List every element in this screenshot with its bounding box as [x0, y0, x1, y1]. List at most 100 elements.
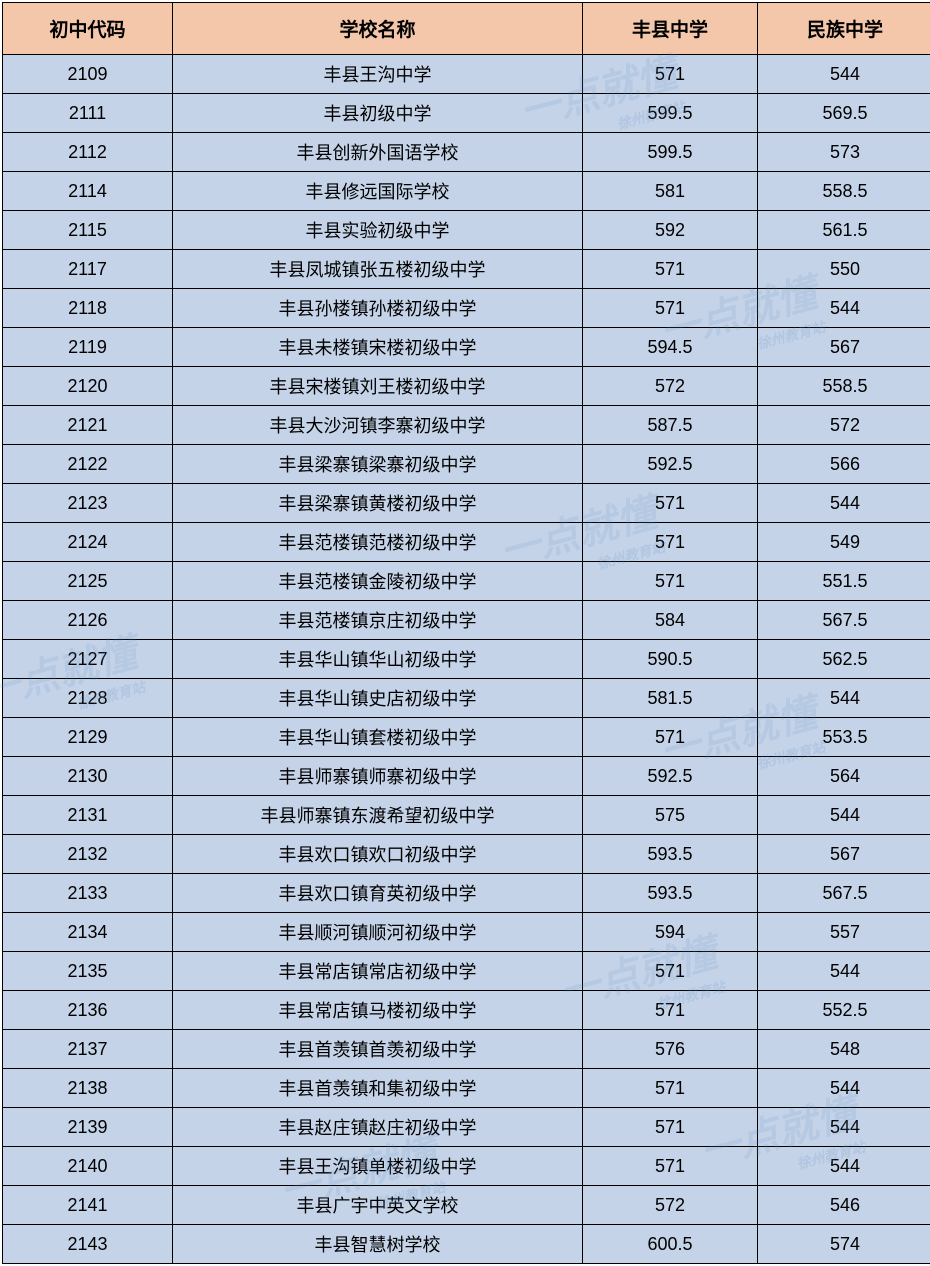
header-score2: 民族中学 — [758, 3, 930, 55]
table-row: 2112丰县创新外国语学校599.5573 — [3, 133, 930, 172]
cell-code: 2112 — [3, 133, 173, 172]
cell-score1: 571 — [583, 718, 758, 757]
cell-name: 丰县广宇中英文学校 — [173, 1186, 583, 1225]
cell-code: 2136 — [3, 991, 173, 1030]
cell-code: 2111 — [3, 94, 173, 133]
cell-name: 丰县华山镇套楼初级中学 — [173, 718, 583, 757]
cell-score1: 571 — [583, 1147, 758, 1186]
cell-code: 2109 — [3, 55, 173, 94]
cell-score1: 571 — [583, 1108, 758, 1147]
table-row: 2121丰县大沙河镇李寨初级中学587.5572 — [3, 406, 930, 445]
table-row: 2118丰县孙楼镇孙楼初级中学571544 — [3, 289, 930, 328]
table-row: 2111丰县初级中学599.5569.5 — [3, 94, 930, 133]
cell-name: 丰县未楼镇宋楼初级中学 — [173, 328, 583, 367]
cell-code: 2119 — [3, 328, 173, 367]
cell-name: 丰县师寨镇师寨初级中学 — [173, 757, 583, 796]
cell-score1: 594.5 — [583, 328, 758, 367]
table-row: 2126丰县范楼镇京庄初级中学584567.5 — [3, 601, 930, 640]
cell-score1: 599.5 — [583, 133, 758, 172]
header-score1: 丰县中学 — [583, 3, 758, 55]
cell-name: 丰县梁寨镇梁寨初级中学 — [173, 445, 583, 484]
cell-score2: 557 — [758, 913, 930, 952]
cell-score2: 548 — [758, 1030, 930, 1069]
table-row: 2129丰县华山镇套楼初级中学571553.5 — [3, 718, 930, 757]
cell-code: 2143 — [3, 1225, 173, 1264]
cell-score1: 600.5 — [583, 1225, 758, 1264]
table-row: 2115丰县实验初级中学592561.5 — [3, 211, 930, 250]
scores-table: 初中代码 学校名称 丰县中学 民族中学 2109丰县王沟中学5715442111… — [2, 2, 930, 1264]
table-row: 2131丰县师寨镇东渡希望初级中学575544 — [3, 796, 930, 835]
cell-name: 丰县首羡镇和集初级中学 — [173, 1069, 583, 1108]
cell-code: 2120 — [3, 367, 173, 406]
cell-name: 丰县赵庄镇赵庄初级中学 — [173, 1108, 583, 1147]
table-row: 2132丰县欢口镇欢口初级中学593.5567 — [3, 835, 930, 874]
table-row: 2136丰县常店镇马楼初级中学571552.5 — [3, 991, 930, 1030]
header-row: 初中代码 学校名称 丰县中学 民族中学 — [3, 3, 930, 55]
cell-score2: 544 — [758, 1108, 930, 1147]
cell-code: 2134 — [3, 913, 173, 952]
cell-score2: 569.5 — [758, 94, 930, 133]
cell-score1: 593.5 — [583, 874, 758, 913]
cell-score1: 572 — [583, 367, 758, 406]
cell-score2: 561.5 — [758, 211, 930, 250]
cell-score2: 564 — [758, 757, 930, 796]
cell-score2: 544 — [758, 1069, 930, 1108]
cell-name: 丰县常店镇马楼初级中学 — [173, 991, 583, 1030]
cell-code: 2138 — [3, 1069, 173, 1108]
cell-code: 2130 — [3, 757, 173, 796]
table-row: 2133丰县欢口镇育英初级中学593.5567.5 — [3, 874, 930, 913]
table-row: 2141丰县广宇中英文学校572546 — [3, 1186, 930, 1225]
cell-code: 2118 — [3, 289, 173, 328]
cell-code: 2137 — [3, 1030, 173, 1069]
cell-name: 丰县孙楼镇孙楼初级中学 — [173, 289, 583, 328]
cell-score2: 544 — [758, 796, 930, 835]
table-row: 2139丰县赵庄镇赵庄初级中学571544 — [3, 1108, 930, 1147]
cell-name: 丰县欢口镇欢口初级中学 — [173, 835, 583, 874]
cell-score2: 558.5 — [758, 367, 930, 406]
cell-score1: 571 — [583, 289, 758, 328]
cell-score1: 581 — [583, 172, 758, 211]
cell-code: 2131 — [3, 796, 173, 835]
cell-code: 2132 — [3, 835, 173, 874]
cell-name: 丰县大沙河镇李寨初级中学 — [173, 406, 583, 445]
cell-name: 丰县华山镇华山初级中学 — [173, 640, 583, 679]
cell-code: 2114 — [3, 172, 173, 211]
cell-name: 丰县顺河镇顺河初级中学 — [173, 913, 583, 952]
cell-score1: 571 — [583, 484, 758, 523]
cell-name: 丰县范楼镇范楼初级中学 — [173, 523, 583, 562]
cell-code: 2123 — [3, 484, 173, 523]
cell-code: 2139 — [3, 1108, 173, 1147]
table-row: 2109丰县王沟中学571544 — [3, 55, 930, 94]
cell-name: 丰县王沟中学 — [173, 55, 583, 94]
cell-score1: 599.5 — [583, 94, 758, 133]
cell-score2: 566 — [758, 445, 930, 484]
table-header: 初中代码 学校名称 丰县中学 民族中学 — [3, 3, 930, 55]
table-body: 2109丰县王沟中学5715442111丰县初级中学599.5569.52112… — [3, 55, 930, 1264]
cell-code: 2122 — [3, 445, 173, 484]
cell-score1: 592 — [583, 211, 758, 250]
cell-score1: 593.5 — [583, 835, 758, 874]
cell-score1: 571 — [583, 991, 758, 1030]
cell-score1: 576 — [583, 1030, 758, 1069]
cell-score2: 550 — [758, 250, 930, 289]
cell-score1: 581.5 — [583, 679, 758, 718]
cell-score1: 571 — [583, 523, 758, 562]
table-row: 2134丰县顺河镇顺河初级中学594557 — [3, 913, 930, 952]
cell-score1: 571 — [583, 1069, 758, 1108]
cell-code: 2125 — [3, 562, 173, 601]
cell-name: 丰县范楼镇京庄初级中学 — [173, 601, 583, 640]
cell-score2: 546 — [758, 1186, 930, 1225]
table-row: 2125丰县范楼镇金陵初级中学571551.5 — [3, 562, 930, 601]
cell-code: 2133 — [3, 874, 173, 913]
table-row: 2114丰县修远国际学校581558.5 — [3, 172, 930, 211]
cell-score1: 587.5 — [583, 406, 758, 445]
cell-name: 丰县王沟镇单楼初级中学 — [173, 1147, 583, 1186]
cell-score2: 572 — [758, 406, 930, 445]
table-row: 2124丰县范楼镇范楼初级中学571549 — [3, 523, 930, 562]
table-row: 2140丰县王沟镇单楼初级中学571544 — [3, 1147, 930, 1186]
cell-name: 丰县修远国际学校 — [173, 172, 583, 211]
cell-code: 2127 — [3, 640, 173, 679]
cell-score2: 558.5 — [758, 172, 930, 211]
cell-score1: 572 — [583, 1186, 758, 1225]
cell-name: 丰县创新外国语学校 — [173, 133, 583, 172]
